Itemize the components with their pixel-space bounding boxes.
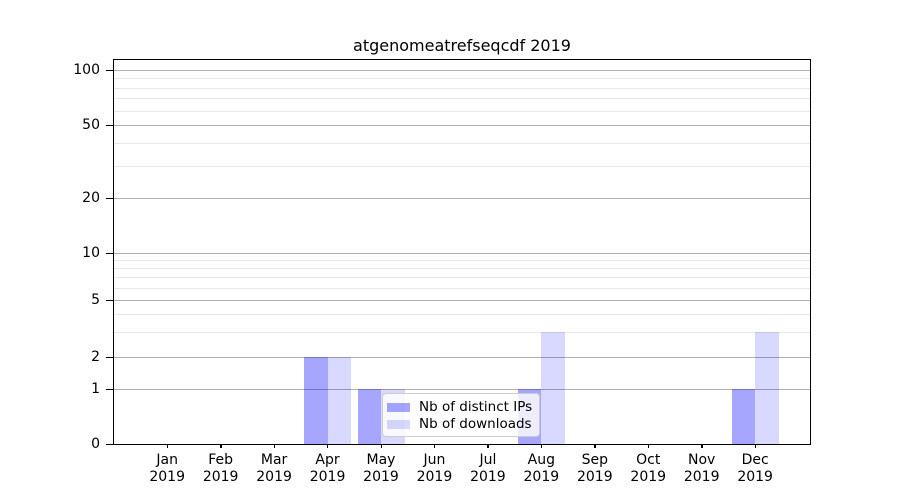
x-tick-year: 2019 <box>149 468 185 485</box>
y-tick-mark <box>106 69 113 71</box>
y-major-gridline <box>114 357 810 358</box>
y-minor-gridline <box>114 165 810 167</box>
bar-downloads-apr <box>327 357 352 444</box>
x-tick-year: 2019 <box>256 468 292 485</box>
x-tick-mark <box>380 444 382 448</box>
x-tick-year: 2019 <box>470 468 506 485</box>
x-tick-label-oct: Oct 2019 <box>616 452 680 485</box>
x-tick-month: Jan <box>156 452 178 468</box>
x-tick-label-mar: Mar 2019 <box>242 452 306 485</box>
legend-label: Nb of distinct IPs <box>419 399 533 415</box>
bar-downloads-dec <box>755 331 779 444</box>
y-tick-mark <box>106 124 113 126</box>
x-tick-mark <box>220 444 222 448</box>
x-tick-month: Apr <box>315 452 340 468</box>
y-minor-gridline <box>114 313 810 315</box>
x-tick-mark <box>701 444 703 448</box>
y-tick-label: 1 <box>91 381 100 397</box>
legend: Nb of distinct IPs Nb of downloads <box>382 393 540 437</box>
y-minor-gridline <box>114 78 810 80</box>
x-tick-mark <box>166 444 169 448</box>
x-tick-label-dec: Dec 2019 <box>723 452 787 485</box>
x-tick-mark <box>540 444 543 448</box>
x-tick-month: Oct <box>636 452 661 468</box>
y-minor-gridline <box>114 98 810 100</box>
x-tick-label-jun: Jun 2019 <box>402 452 466 485</box>
y-major-gridline <box>114 253 810 254</box>
x-tick-mark <box>487 444 489 448</box>
y-minor-gridline <box>114 268 810 270</box>
x-tick-label-aug: Aug 2019 <box>509 452 573 485</box>
x-tick-year: 2019 <box>523 468 560 485</box>
y-tick-label: 10 <box>82 245 100 261</box>
x-tick-label-sep: Sep 2019 <box>563 452 627 485</box>
y-major-gridline <box>114 70 810 71</box>
y-tick-mark <box>106 197 113 199</box>
legend-item: Nb of downloads <box>387 416 533 432</box>
legend-swatch-distinct-ips <box>387 402 410 412</box>
x-tick-year: 2019 <box>416 468 453 485</box>
x-tick-month: Feb <box>208 452 234 468</box>
legend-item: Nb of distinct IPs <box>387 399 533 415</box>
y-tick-label: 100 <box>73 62 100 78</box>
y-tick-label: 50 <box>82 117 100 133</box>
y-minor-gridline <box>114 287 810 289</box>
y-tick-label: 2 <box>91 349 100 365</box>
x-tick-year: 2019 <box>363 468 399 485</box>
x-tick-label-jan: Jan 2019 <box>135 452 199 485</box>
x-tick-mark <box>327 444 329 448</box>
x-tick-year: 2019 <box>576 468 613 485</box>
bar-distinct-ips-apr <box>304 357 328 444</box>
y-minor-gridline <box>114 87 810 89</box>
legend-label: Nb of downloads <box>419 416 532 432</box>
plot-area <box>113 59 811 445</box>
y-minor-gridline <box>114 260 810 262</box>
legend-swatch-downloads <box>387 419 410 429</box>
x-tick-month: Mar <box>260 452 288 468</box>
y-minor-gridline <box>114 331 810 333</box>
x-tick-year: 2019 <box>202 468 239 485</box>
y-tick-mark <box>106 388 113 390</box>
x-tick-year: 2019 <box>683 468 720 485</box>
x-tick-mark <box>433 444 436 448</box>
y-tick-mark <box>106 252 113 254</box>
y-tick-label: 0 <box>91 436 100 452</box>
y-major-gridline <box>114 300 810 301</box>
y-tick-label: 20 <box>82 190 100 206</box>
x-tick-month: Dec <box>741 452 769 468</box>
x-tick-label-may: May 2019 <box>349 452 413 485</box>
y-tick-mark <box>106 356 113 358</box>
chart-title: atgenomeatrefseqcdf 2019 <box>353 36 571 55</box>
bar-downloads-aug <box>541 331 565 444</box>
bar-distinct-ips-may <box>357 389 381 444</box>
x-tick-mark <box>594 444 596 448</box>
x-tick-month: May <box>366 452 396 468</box>
x-tick-month: Jun <box>423 452 446 468</box>
x-tick-year: 2019 <box>309 468 346 485</box>
x-tick-year: 2019 <box>630 468 667 485</box>
x-tick-month: Sep <box>581 452 608 468</box>
y-major-gridline <box>114 125 810 126</box>
x-tick-month: Nov <box>688 452 716 468</box>
bar-distinct-ips-dec <box>731 389 756 444</box>
x-tick-mark <box>754 444 757 448</box>
y-major-gridline <box>114 198 810 199</box>
x-tick-month: Aug <box>527 452 556 468</box>
y-major-gridline <box>114 389 810 390</box>
x-tick-year: 2019 <box>737 468 773 485</box>
y-tick-mark <box>106 299 113 301</box>
y-tick-label: 5 <box>91 292 100 308</box>
x-tick-mark <box>273 444 275 448</box>
x-tick-label-jul: Jul 2019 <box>456 452 520 485</box>
x-tick-label-nov: Nov 2019 <box>670 452 734 485</box>
y-minor-gridline <box>114 277 810 279</box>
x-tick-label-feb: Feb 2019 <box>189 452 253 485</box>
x-tick-label-apr: Apr 2019 <box>296 452 360 485</box>
y-minor-gridline <box>114 110 810 112</box>
y-tick-mark <box>106 443 113 445</box>
x-tick-mark <box>647 444 650 448</box>
y-minor-gridline <box>114 142 810 144</box>
x-tick-month: Jul <box>479 452 497 468</box>
